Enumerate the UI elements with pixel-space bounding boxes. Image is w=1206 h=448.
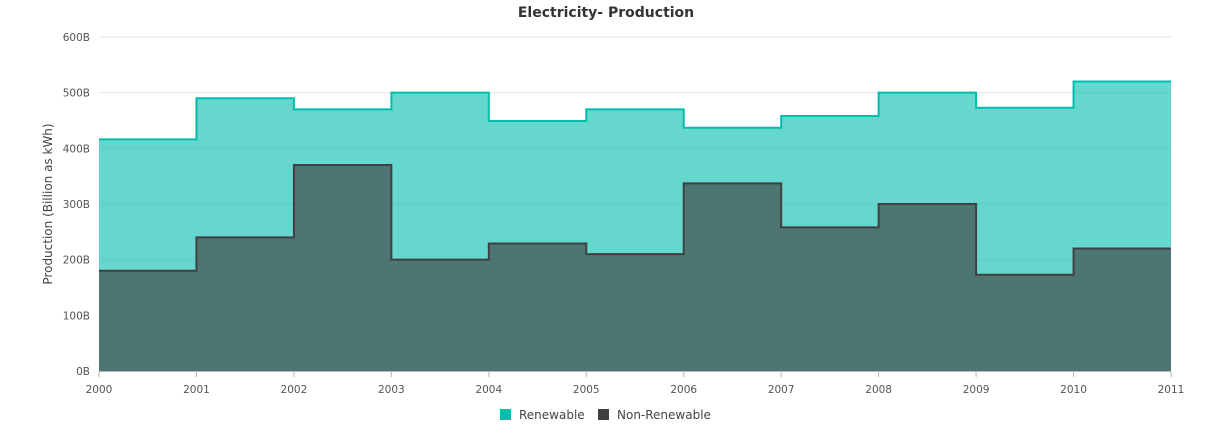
x-tick-label: 2005 [573,384,600,396]
y-tick-label: 600B [63,32,90,44]
x-tick-label: 2002 [281,384,308,396]
legend: Renewable Non-Renewable [500,408,711,422]
y-tick-label: 100B [63,310,90,322]
x-tick-label: 2003 [378,384,405,396]
x-tick-label: 2010 [1060,384,1087,396]
chart-title: Electricity- Production [518,5,694,21]
series-line-1 [99,164,1171,276]
y-axis-label: Production (Billion as kWh) [41,123,55,284]
y-tick-label: 400B [63,143,90,155]
y-tick-label: 0B [76,366,90,378]
x-tick-label: 2001 [183,384,210,396]
x-tick-label: 2008 [865,384,892,396]
legend-label: Renewable [519,408,585,422]
x-tick-label: 2007 [768,384,795,396]
x-tick-label: 2009 [963,384,990,396]
y-axis-ticks: 0B 100B 200B 300B 400B 500B 600B [63,32,90,378]
x-tick-label: 2000 [86,384,113,396]
legend-swatch [500,409,511,420]
y-tick-label: 300B [63,199,90,211]
legend-label: Non-Renewable [617,408,711,422]
x-tick-label: 2011 [1158,384,1185,396]
x-tick-label: 2004 [475,384,502,396]
y-tick-label: 500B [63,88,90,100]
x-axis: 2000 2001 2002 2003 2004 2005 2006 2007 2008 2009… [86,371,1185,396]
series-layer [99,80,1171,372]
series-line-0 [99,80,1171,141]
legend-swatch [598,409,609,420]
y-tick-label: 200B [63,255,90,267]
x-tick-label: 2006 [670,384,697,396]
series-area-1 [99,165,1171,371]
